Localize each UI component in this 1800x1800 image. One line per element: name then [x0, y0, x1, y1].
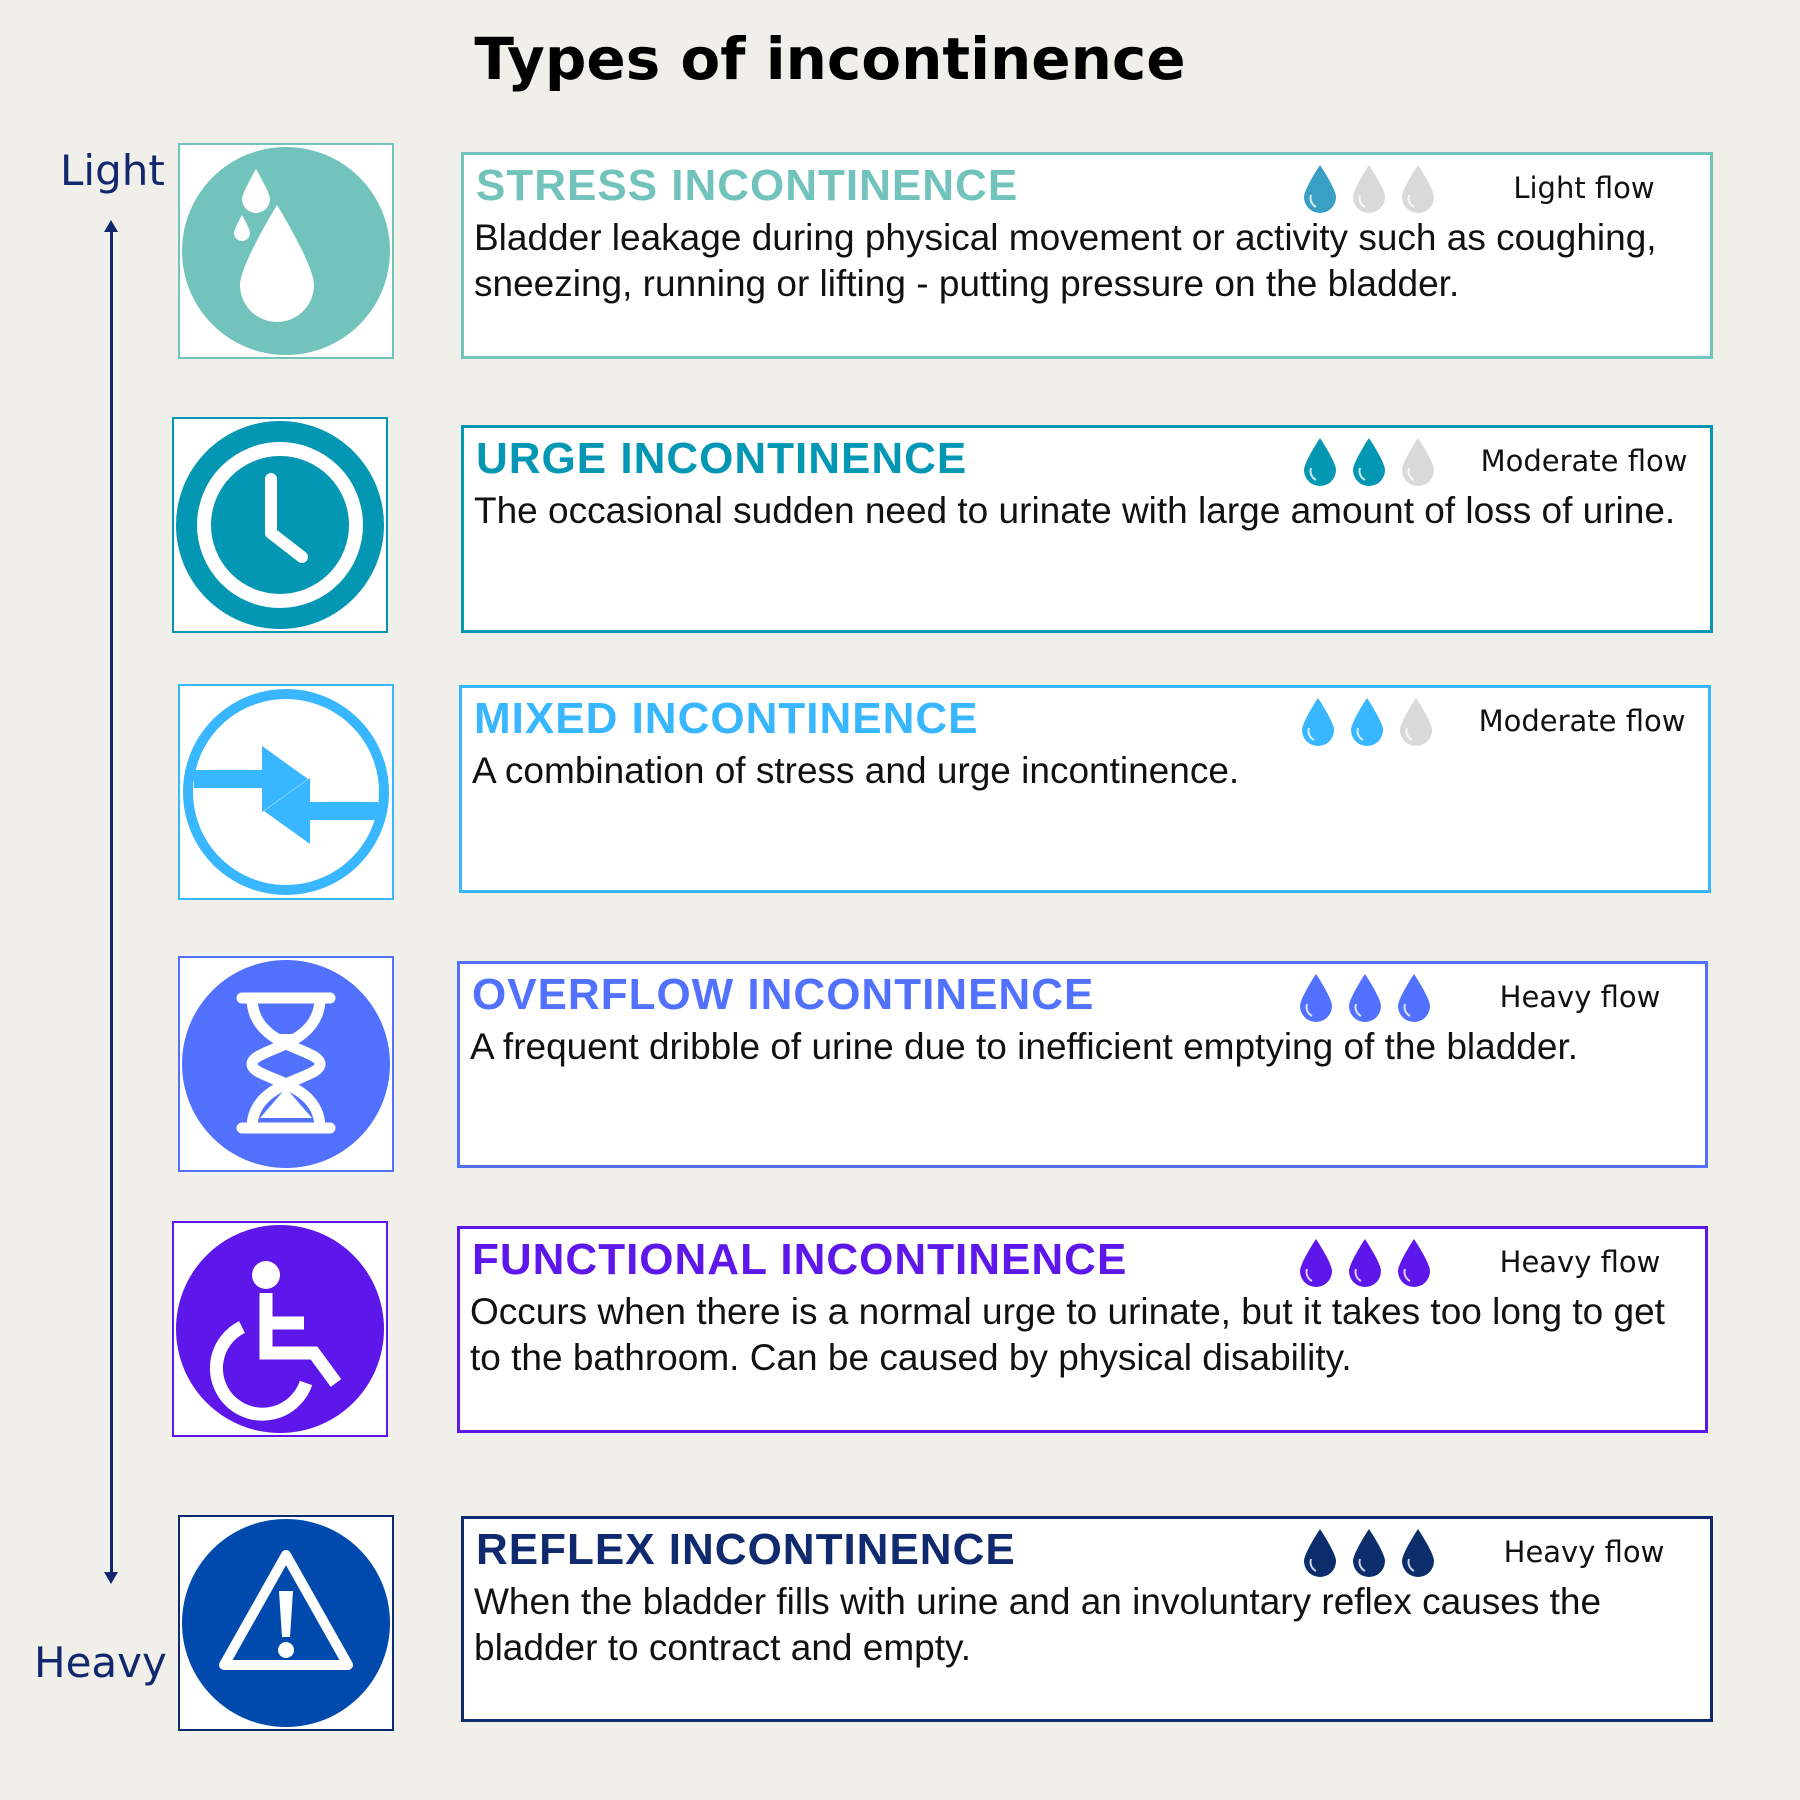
filled-drop-icon — [1398, 974, 1430, 1022]
card-title: REFLEX INCONTINENCE — [476, 1525, 1016, 1574]
wheelchair-icon-box — [172, 1221, 388, 1437]
card-title: OVERFLOW INCONTINENCE — [472, 970, 1095, 1019]
arrow-up-icon — [104, 220, 118, 232]
filled-drop-icon — [1402, 1529, 1434, 1577]
water-drops-icon — [180, 145, 392, 357]
card-description: Occurs when there is a normal urge to ur… — [470, 1291, 1665, 1378]
incontinence-card: MIXED INCONTINENCE Moderate flow A combi… — [459, 685, 1711, 893]
filled-drop-icon — [1304, 438, 1336, 486]
card-title: MIXED INCONTINENCE — [474, 694, 979, 743]
incontinence-card: FUNCTIONAL INCONTINENCE Heavy flow Occur… — [457, 1226, 1708, 1433]
card-title: FUNCTIONAL INCONTINENCE — [472, 1235, 1128, 1284]
filled-drop-icon — [1304, 1529, 1336, 1577]
filled-drop-icon — [1349, 974, 1381, 1022]
card-description: A frequent dribble of urine due to ineff… — [470, 1026, 1579, 1067]
warning-icon — [180, 1517, 392, 1729]
empty-drop-icon — [1402, 165, 1434, 213]
page-title: Types of incontinence — [474, 25, 1186, 93]
filled-drop-icon — [1304, 165, 1336, 213]
exchange-arrows-icon — [180, 686, 392, 898]
incontinence-card: REFLEX INCONTINENCE Heavy flow When the … — [461, 1516, 1713, 1722]
filled-drop-icon — [1300, 1239, 1332, 1287]
flow-rating — [1298, 1237, 1432, 1287]
water-drops-icon-box — [178, 143, 394, 359]
card-title: URGE INCONTINENCE — [476, 434, 968, 483]
filled-drop-icon — [1351, 698, 1383, 746]
card-title: STRESS INCONTINENCE — [476, 161, 1019, 210]
empty-drop-icon — [1402, 438, 1434, 486]
flow-rating — [1302, 1527, 1436, 1577]
flow-rating — [1302, 436, 1436, 486]
clock-icon-box — [172, 417, 388, 633]
flow-label: Moderate flow — [1478, 704, 1686, 738]
warning-icon-box — [178, 1515, 394, 1731]
incontinence-card: URGE INCONTINENCE Moderate flow The occa… — [461, 425, 1713, 633]
empty-drop-icon — [1400, 698, 1432, 746]
card-description: A combination of stress and urge inconti… — [472, 750, 1240, 791]
severity-axis — [110, 225, 113, 1580]
flow-rating — [1300, 696, 1434, 746]
filled-drop-icon — [1302, 698, 1334, 746]
scale-light-label: Light — [60, 146, 165, 195]
flow-rating — [1302, 163, 1436, 213]
arrow-down-icon — [104, 1572, 118, 1584]
flow-label: Heavy flow — [1499, 980, 1661, 1014]
empty-drop-icon — [1353, 165, 1385, 213]
flow-label: Light flow — [1513, 171, 1655, 205]
wheelchair-icon — [174, 1223, 386, 1435]
clock-icon — [174, 419, 386, 631]
flow-label: Moderate flow — [1480, 444, 1688, 478]
flow-label: Heavy flow — [1503, 1535, 1665, 1569]
flow-rating — [1298, 972, 1432, 1022]
flow-label: Heavy flow — [1499, 1245, 1661, 1279]
incontinence-card: STRESS INCONTINENCE Light flow Bladder l… — [461, 152, 1713, 359]
card-description: The occasional sudden need to urinate wi… — [474, 490, 1676, 531]
scale-heavy-label: Heavy — [34, 1638, 167, 1687]
exchange-arrows-icon-box — [178, 684, 394, 900]
incontinence-card: OVERFLOW INCONTINENCE Heavy flow A frequ… — [457, 961, 1708, 1168]
filled-drop-icon — [1349, 1239, 1381, 1287]
filled-drop-icon — [1398, 1239, 1430, 1287]
hourglass-icon — [180, 958, 392, 1170]
filled-drop-icon — [1300, 974, 1332, 1022]
filled-drop-icon — [1353, 438, 1385, 486]
filled-drop-icon — [1353, 1529, 1385, 1577]
card-description: Bladder leakage during physical movement… — [474, 217, 1657, 304]
hourglass-icon-box — [178, 956, 394, 1172]
card-description: When the bladder fills with urine and an… — [474, 1581, 1602, 1668]
